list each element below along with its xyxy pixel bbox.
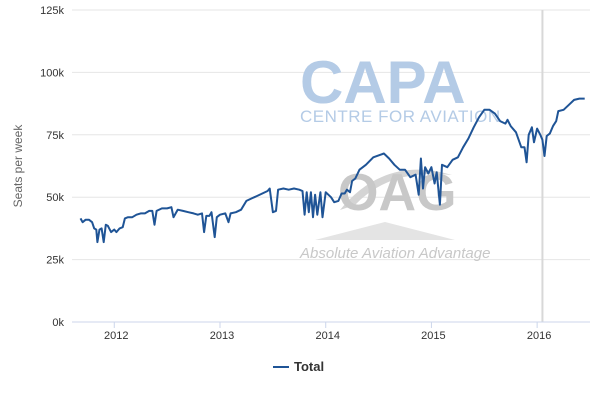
x-tick-label: 2013 [210, 330, 234, 342]
y-tick-label: 0k [52, 317, 64, 329]
legend-label-total: Total [294, 359, 324, 374]
y-tick-label: 100k [40, 67, 64, 79]
x-tick-label: 2016 [527, 330, 551, 342]
y-axis-label: Seats per week [11, 124, 25, 208]
x-tick-label: 2012 [104, 330, 128, 342]
capa-logo-text: CAPA [300, 49, 466, 116]
y-tick-label: 25k [46, 255, 64, 267]
x-tick-label: 2014 [315, 330, 339, 342]
series-layer [79, 97, 585, 244]
x-tick-label: 2015 [421, 330, 445, 342]
y-tick-label: 50k [46, 192, 64, 204]
y-axis: 0k 25k 50k 75k 100k 125k [40, 5, 64, 329]
oag-underline-shape [315, 222, 455, 240]
capa-logo-subtitle: CENTRE FOR AVIATION [300, 107, 501, 126]
watermark: CAPA CENTRE FOR AVIATION OAG Absolute Av… [299, 49, 501, 262]
y-tick-label: 75k [46, 130, 64, 142]
series-line-total[interactable] [79, 97, 585, 244]
legend[interactable]: Total [273, 359, 324, 374]
x-axis: 2012 2013 2014 2015 2016 [72, 321, 590, 342]
y-tick-label: 125k [40, 5, 64, 17]
oag-logo-subtitle: Absolute Aviation Advantage [299, 245, 490, 262]
